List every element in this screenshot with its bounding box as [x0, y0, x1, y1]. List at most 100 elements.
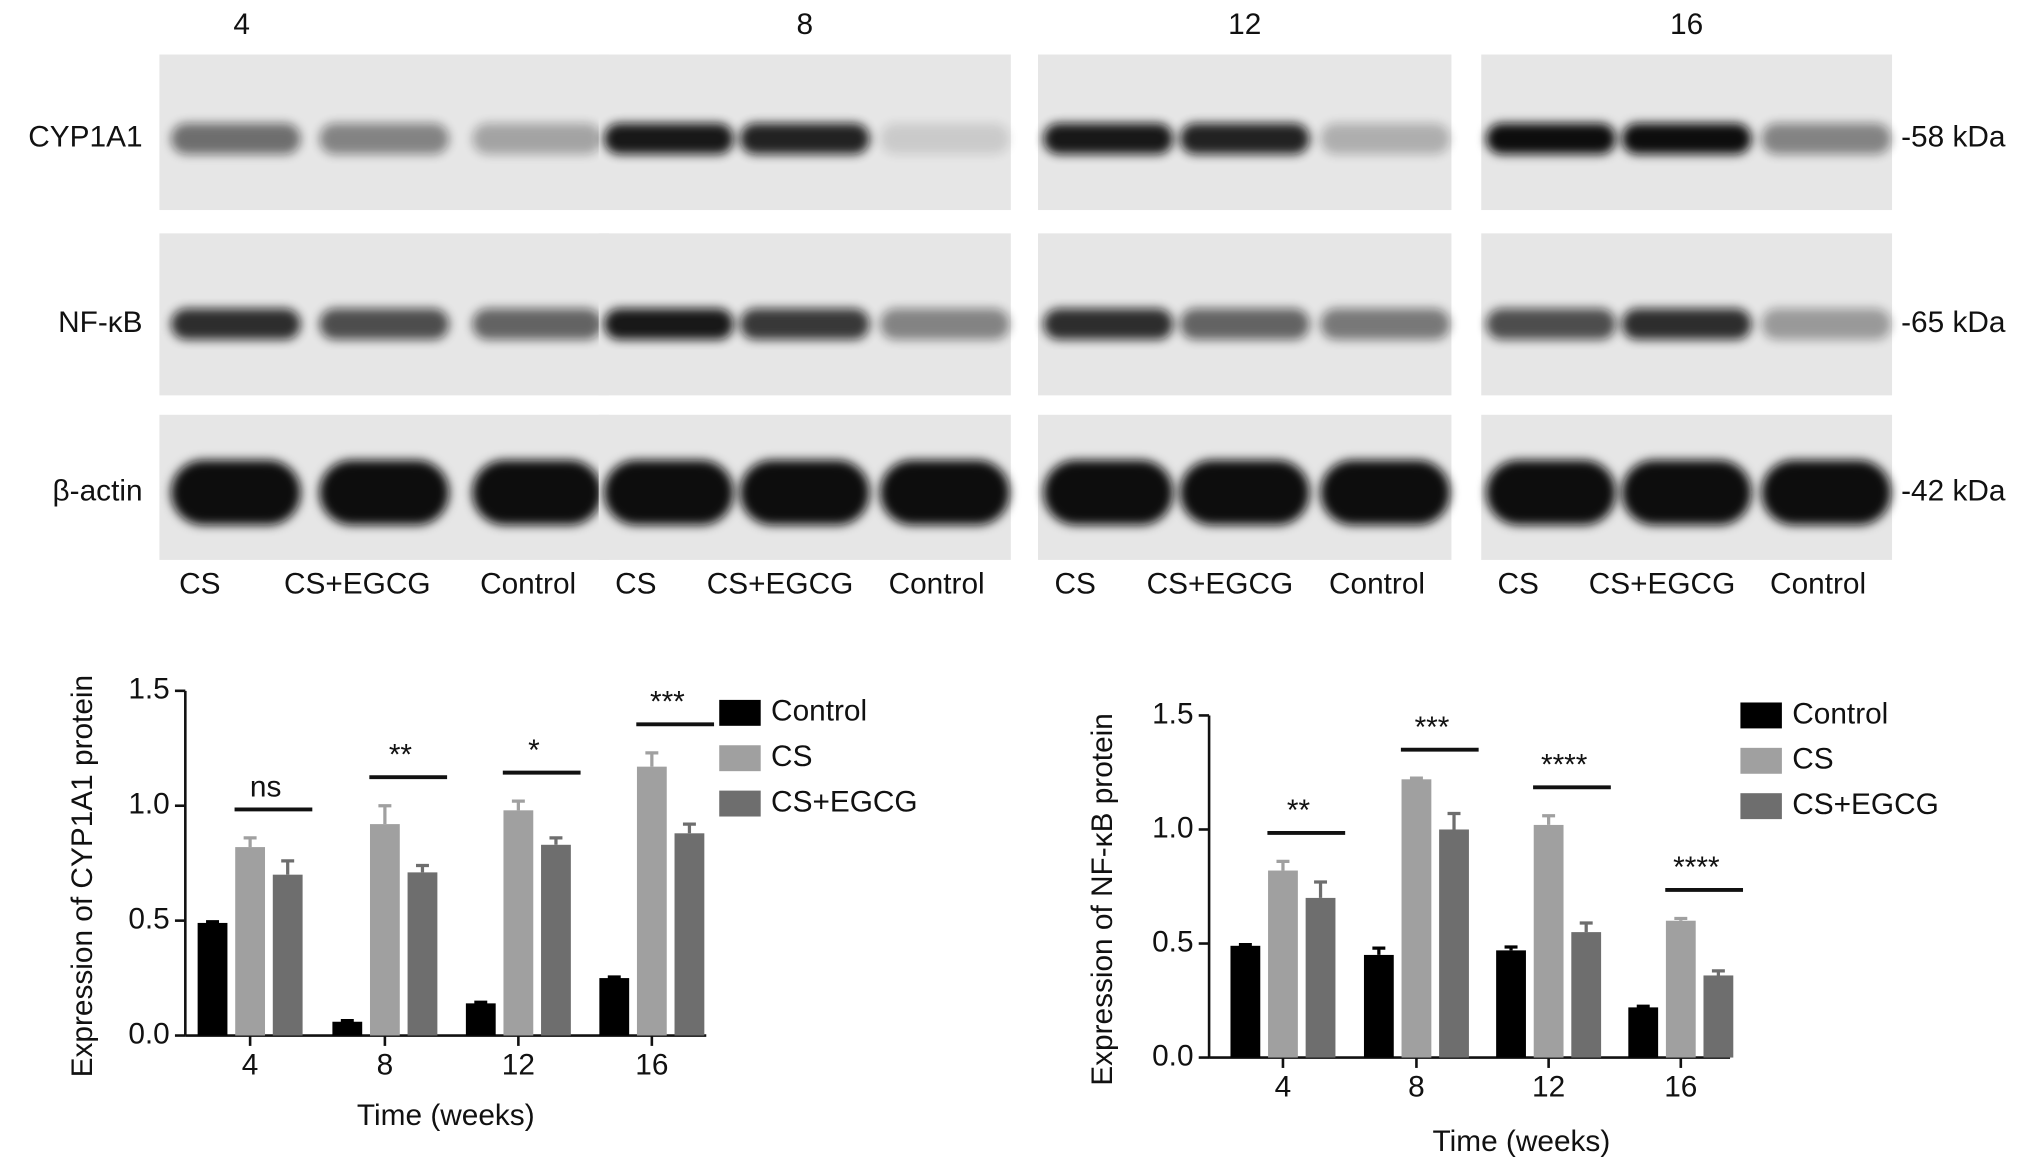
error-bar: [1447, 811, 1461, 830]
legend-label: CS: [1792, 743, 1833, 776]
blot-band: [1179, 308, 1310, 340]
x-axis-label: Time (weeks): [357, 1099, 535, 1132]
blot-band: [472, 308, 602, 340]
time-label: 12: [1228, 8, 1261, 41]
time-label: 4: [233, 8, 250, 41]
blot-band: [319, 308, 450, 340]
error-bar: [549, 836, 563, 845]
bar: [1703, 975, 1734, 1058]
error-bar: [1636, 1004, 1650, 1008]
error-bar: [1276, 859, 1290, 871]
blot-band: [171, 460, 301, 525]
error-bar: [1504, 945, 1518, 951]
y-tick-label: 0.5: [128, 903, 169, 936]
significance-label: *: [528, 734, 540, 767]
error-bar: [243, 836, 257, 848]
blot-band: [739, 123, 870, 155]
bar: [674, 833, 705, 1036]
protein-label: β-actin: [53, 474, 143, 507]
bar: [541, 844, 571, 1036]
bar: [599, 978, 630, 1036]
protein-label: CYP1A1: [28, 121, 142, 154]
error-bar: [1542, 814, 1556, 825]
blot-band: [171, 308, 301, 340]
legend-swatch: [719, 790, 761, 817]
error-bar: [682, 822, 696, 834]
y-tick-label: 1.5: [1152, 697, 1193, 730]
lane-label: Control: [1329, 568, 1425, 601]
blot-band: [1486, 460, 1616, 525]
lane-label: CS: [179, 568, 220, 601]
lane-label: CS+EGCG: [1147, 568, 1294, 601]
significance-label: ***: [650, 686, 685, 719]
blot-band: [1320, 460, 1451, 525]
bar: [1230, 945, 1261, 1058]
significance-label: **: [1287, 794, 1311, 827]
blot-band: [1761, 123, 1892, 155]
blot-band: [472, 123, 602, 155]
bar: [636, 766, 667, 1036]
bar: [1496, 950, 1526, 1058]
y-tick-label: 0.0: [128, 1017, 169, 1050]
x-tick-label: 12: [502, 1049, 535, 1082]
time-label: 8: [796, 8, 813, 41]
error-bar: [1238, 943, 1252, 947]
protein-label: NF-κB: [58, 306, 142, 339]
bar: [1665, 920, 1696, 1058]
legend-swatch: [719, 745, 761, 772]
x-tick-label: 8: [1408, 1071, 1425, 1104]
error-bar: [1674, 916, 1688, 921]
significance-label: ****: [1673, 851, 1720, 884]
legend-swatch: [1740, 747, 1782, 774]
legend-label: CS+EGCG: [1792, 788, 1939, 821]
blot-band: [319, 123, 450, 155]
significance-label: ns: [250, 771, 281, 804]
blot-band: [1621, 123, 1752, 155]
lane-label: CS: [1055, 568, 1096, 601]
x-tick-label: 12: [1532, 1071, 1565, 1104]
time-label: 16: [1670, 8, 1703, 41]
error-bar: [1409, 776, 1423, 780]
significance-label: ****: [1541, 748, 1588, 781]
bar: [1628, 1007, 1659, 1058]
bar: [1439, 829, 1469, 1058]
blot-band: [1621, 460, 1752, 525]
error-bar: [645, 751, 659, 767]
y-tick-label: 1.0: [1152, 811, 1193, 844]
blot-band: [603, 460, 734, 525]
bar: [197, 922, 228, 1036]
bar: [1571, 932, 1602, 1058]
blot-band: [319, 460, 450, 525]
bar: [1533, 824, 1564, 1058]
bar: [1268, 870, 1298, 1058]
bar: [332, 1021, 363, 1036]
x-tick-label: 4: [242, 1049, 259, 1082]
significance-label: **: [389, 738, 413, 771]
y-tick-label: 1.0: [128, 788, 169, 821]
error-bar: [1314, 880, 1328, 898]
blot-band: [739, 308, 870, 340]
size-label: -58 kDa: [1901, 121, 2006, 154]
error-bar: [607, 975, 621, 979]
legend-label: CS: [771, 740, 812, 773]
legend-swatch: [1740, 702, 1782, 729]
lane-label: Control: [480, 568, 576, 601]
bar: [1363, 954, 1394, 1058]
blot-band: [1179, 460, 1310, 525]
error-bar: [281, 859, 295, 875]
legend-label: Control: [771, 695, 867, 728]
lane-label: CS+EGCG: [284, 568, 431, 601]
blot-band: [1486, 308, 1616, 340]
x-axis-label: Time (weeks): [1433, 1125, 1611, 1158]
y-axis-label: Expression of CYP1A1 protein: [66, 675, 99, 1077]
error-bar: [1711, 969, 1725, 976]
bar: [272, 874, 303, 1036]
y-axis-label: Expression of NF-κB protein: [1086, 713, 1119, 1086]
significance-label: ***: [1415, 711, 1450, 744]
blot-band: [603, 308, 734, 340]
y-tick-label: 1.5: [128, 673, 169, 706]
error-bar: [206, 920, 220, 924]
blot-band: [1761, 460, 1892, 525]
